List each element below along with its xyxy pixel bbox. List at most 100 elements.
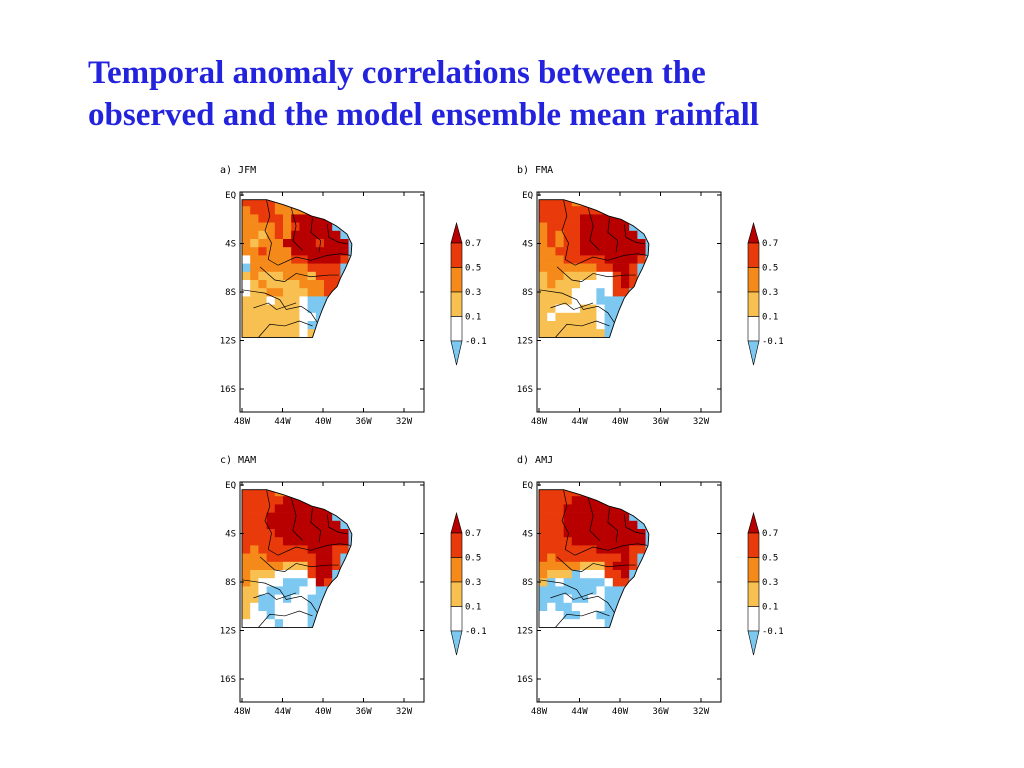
grid-cell [258,553,267,563]
correlation-grid [242,199,366,338]
grid-cell [315,263,325,273]
grid-cell [604,545,614,554]
grid-cell [580,280,589,289]
grid-cell [563,296,573,305]
grid-cell [266,263,276,273]
grid-cell [250,255,259,264]
grid-cell [283,594,292,604]
grid-cell [596,247,605,256]
grid-cell [324,512,333,522]
grid-cell [604,561,614,571]
grid-cell [588,312,597,322]
grid-cell [596,553,605,563]
grid-cell [258,520,267,530]
grid-cell [291,553,300,563]
grid-cell [258,312,267,322]
grid-cell [307,199,317,207]
grid-cell [283,255,292,264]
state-border [290,207,303,251]
grid-cell [291,520,300,530]
grid-cell [357,223,366,232]
grid-cell [637,619,646,628]
grid-cell [555,611,564,620]
grid-cell [637,611,646,620]
grid-cell [539,570,548,579]
grid-cell [539,489,548,497]
grid-cell [612,570,622,579]
grid-cell [258,271,267,281]
grid-cell [547,512,556,522]
grid-cell [612,594,622,604]
state-border [623,224,645,245]
grid-cell [571,263,581,273]
grid-cell [621,512,630,522]
grid-cell [580,619,589,628]
grid-cell [299,602,308,612]
grid-cell [307,529,317,538]
grid-cell [266,255,276,264]
grid-cell [571,214,581,223]
grid-cell [629,199,638,207]
grid-cell [315,206,325,215]
lon-tick-label: 44W [571,707,588,717]
grid-cell [299,529,308,538]
grid-cell [274,504,284,513]
grid-cell [637,496,646,505]
grid-cell [563,214,573,223]
grid-cell [258,296,267,305]
grid-cell [580,255,589,264]
grid-cell [307,296,317,305]
grid-cell [654,264,663,273]
grid-cell [629,214,638,223]
grid-cell [629,271,638,281]
grid-cell [563,537,573,546]
grid-cell [596,199,605,207]
grid-cell [539,329,548,338]
grid-cell [629,553,638,563]
grid-cell [547,496,556,505]
grid-cell [645,214,649,223]
grid-cell [242,206,251,215]
grid-cell [629,537,638,546]
grid-cell [604,537,614,546]
grid-cell [307,263,317,273]
map-frame [239,191,425,413]
grid-cell [547,239,556,248]
grid-cell [539,529,548,538]
grid-cell [621,255,630,264]
grid-cell [357,504,366,513]
grid-cell [604,206,614,215]
grid-cell [563,263,573,273]
grid-cell [539,504,548,513]
grid-cell [637,199,646,207]
grid-cell [291,321,300,330]
grid-cell [571,619,581,628]
state-border [310,217,322,253]
grid-cell [571,255,581,264]
grid-cell [324,553,333,563]
grid-cell [242,329,251,338]
map-svg: EQ 4S 8S 12S 16S 48W 44W 40W 36W 32W 0.7 0.5 0.3 0.1 -… [517,481,784,717]
grid-cell [588,602,597,612]
grid-cell [637,206,646,215]
grid-cell [258,222,267,232]
grid-cell [596,594,605,604]
grid-cell [588,247,597,256]
grid-cell [580,247,589,256]
grid-cell [340,619,349,628]
grid-cell [315,489,325,497]
grid-cell [324,321,333,330]
grid-cell [340,586,349,595]
grid-cell [547,520,556,530]
grid-cell [332,255,341,264]
grid-cell [539,312,548,322]
grid-cell [571,230,581,240]
grid-cell [629,329,638,338]
grid-cell [258,586,267,595]
grid-cell [332,594,341,604]
grid-cell [348,329,352,338]
grid-cell [547,329,556,338]
state-border [623,514,645,535]
grid-cell [283,602,292,612]
grid-cell [340,329,349,338]
